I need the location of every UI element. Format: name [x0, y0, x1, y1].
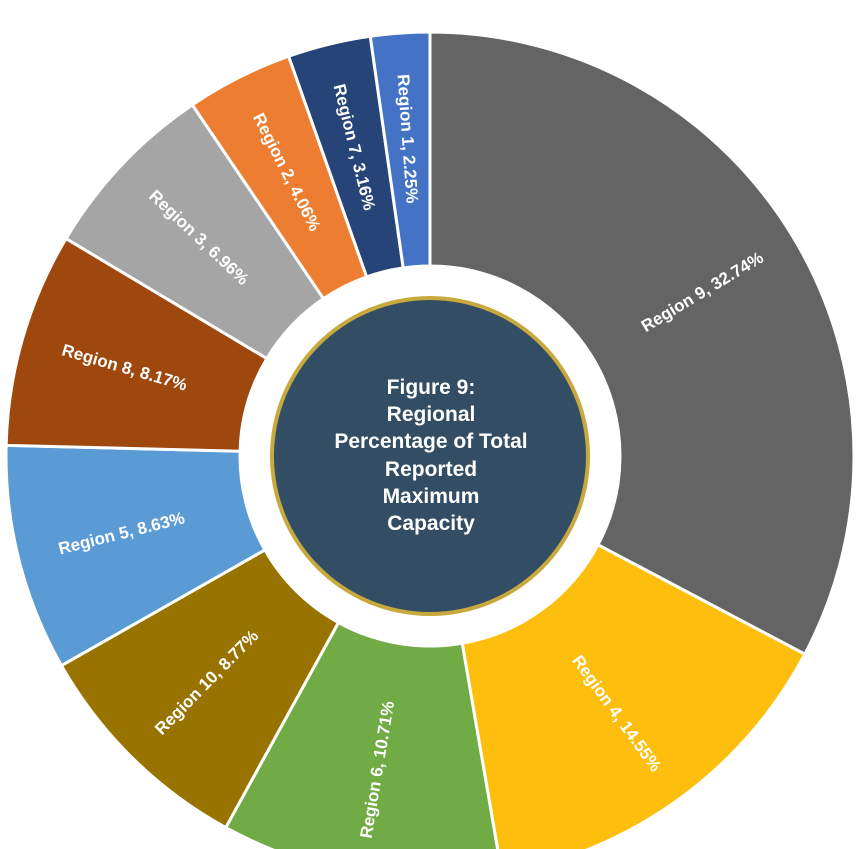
slice-region-1	[368, 30, 432, 270]
slice-region-6	[223, 620, 500, 849]
slice-region-5	[4, 443, 267, 668]
chart-title-line: Reported	[384, 457, 478, 481]
chart-title: Figure 9: Regional Percentage of Total R…	[301, 333, 561, 578]
chart-title-line: Percentage of Total	[334, 430, 528, 454]
slice-region-4	[460, 542, 807, 849]
chart-title-line: Figure 9:	[386, 375, 476, 399]
chart-title-line: Capacity	[387, 512, 475, 536]
center-title-disc	[274, 300, 586, 612]
chart-title-line: Maximum	[382, 484, 480, 508]
donut-slices	[4, 30, 856, 849]
chart-title-line: Regional	[386, 402, 476, 426]
slice-region-9	[428, 30, 856, 657]
